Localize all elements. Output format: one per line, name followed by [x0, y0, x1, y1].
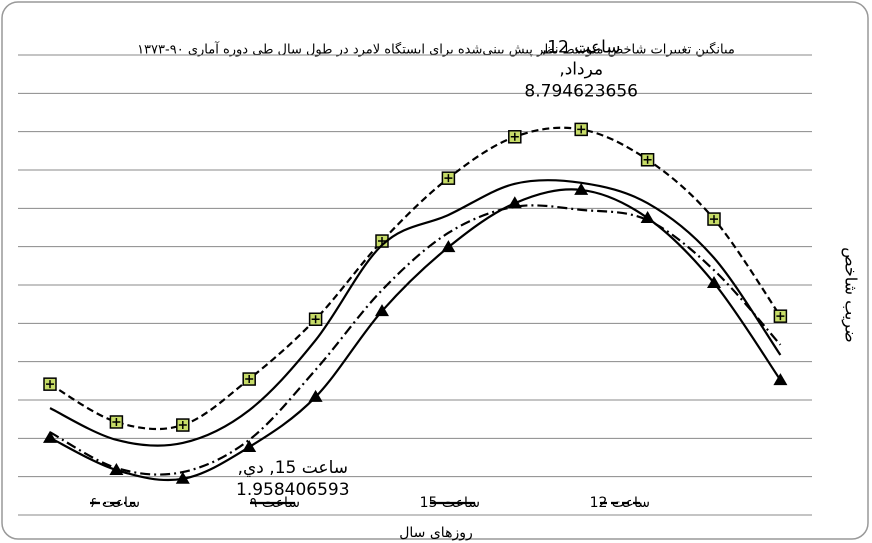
- y-axis-label: ضریب شاخص: [841, 247, 861, 342]
- series-line: [49, 178, 782, 447]
- marker: [176, 418, 190, 432]
- marker: [308, 389, 323, 402]
- marker-cross: [776, 312, 785, 321]
- marker-cross: [710, 215, 718, 224]
- marker: [707, 212, 721, 226]
- marker: [441, 240, 456, 253]
- marker: [109, 415, 124, 429]
- data-label: 8.794623656: [524, 81, 638, 101]
- marker-cross: [178, 421, 187, 430]
- marker: [375, 304, 389, 317]
- data-label: ساعت 12,: [542, 37, 621, 57]
- marker: [574, 182, 589, 195]
- marker-cross: [444, 174, 453, 183]
- marker: [441, 171, 456, 185]
- series-line: [49, 204, 782, 476]
- marker: [574, 122, 588, 137]
- marker-cross: [311, 315, 320, 324]
- marker: [707, 275, 721, 288]
- marker: [242, 372, 256, 386]
- legend-label: ساعت 12: [590, 495, 650, 511]
- marker: [43, 377, 57, 391]
- marker: [308, 312, 323, 326]
- data-label: ساعت 15, دي,: [238, 458, 348, 478]
- marker-cross: [510, 132, 519, 141]
- marker: [43, 430, 57, 443]
- marker: [640, 211, 655, 224]
- legend-label: ساعت ۶: [90, 495, 140, 511]
- chart-title: میانگین تغییرات شاخص متوسط نظر پیش بینی‌…: [137, 41, 735, 58]
- data-label: 1.958406593: [236, 480, 350, 500]
- x-axis-label: روزهای سال: [399, 525, 473, 541]
- data-label: مرداد,: [559, 59, 603, 79]
- marker: [242, 440, 257, 453]
- marker-cross: [577, 125, 586, 134]
- marker-cross: [46, 380, 54, 389]
- marker: [508, 130, 522, 144]
- legend-label: ساعت 15: [420, 495, 480, 511]
- marker: [640, 153, 655, 167]
- legend-label: ساعت ۹: [250, 495, 300, 511]
- marker: [773, 309, 788, 323]
- marker-cross: [245, 375, 254, 384]
- marker-cross: [112, 417, 121, 426]
- marker: [175, 471, 190, 484]
- marker: [773, 373, 788, 386]
- marker-cross: [643, 155, 652, 164]
